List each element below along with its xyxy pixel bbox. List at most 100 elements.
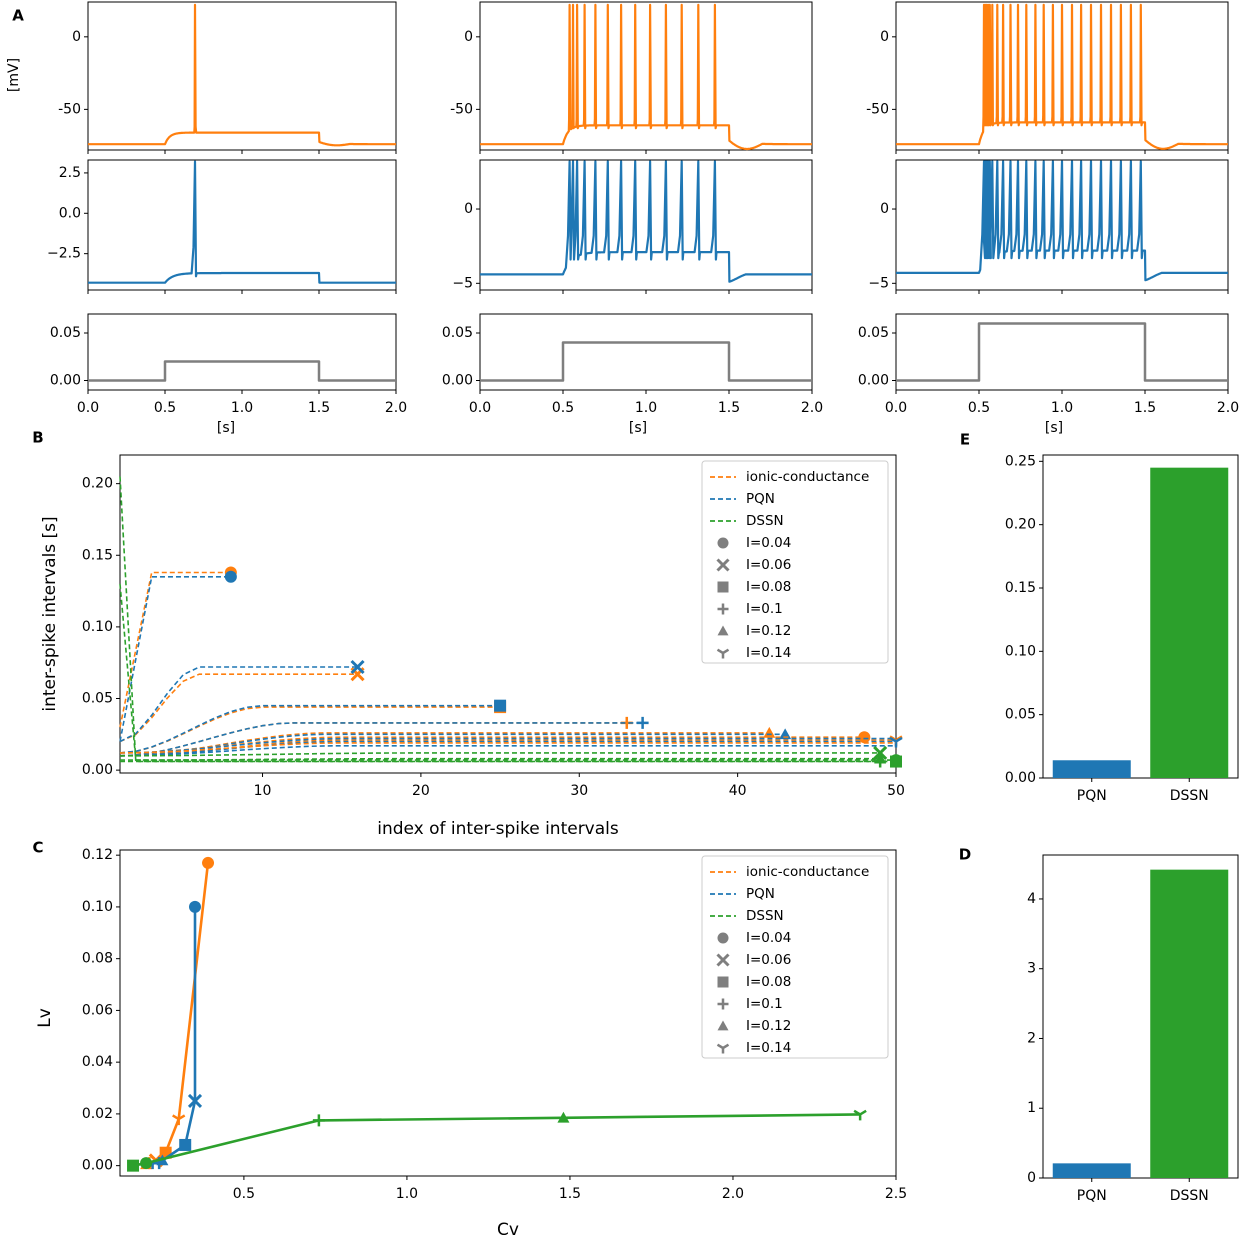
legend-label: I=0.08: [746, 579, 791, 595]
isi-end-marker: [350, 659, 365, 675]
stim-y-tick-label: 0.05: [50, 325, 81, 341]
bar-category-label: DSSN: [1170, 788, 1209, 804]
legend-marker: [717, 625, 729, 636]
lv-cv-point: [853, 1109, 867, 1121]
voltage-axes-frame: [87, 1, 397, 151]
stim-x-tick-label: 1.0: [1051, 400, 1073, 416]
legend-marker: [717, 537, 729, 549]
bar-y-tick-label: 0.20: [1005, 517, 1036, 533]
isi-series-line: [119, 704, 501, 754]
panel-label-a: A: [12, 7, 24, 25]
isi-series-line: [120, 757, 881, 761]
legend-marker: [716, 1043, 730, 1054]
stim-x-axis-label: [s]: [217, 420, 235, 436]
bar-category-label: PQN: [1077, 1188, 1107, 1204]
stim-x-tick-label: 0.5: [968, 400, 990, 416]
isi-x-tick-label: 20: [412, 783, 430, 799]
legend-marker: [716, 558, 730, 572]
axes-layer: [84, 1, 1239, 1182]
bar-axes-frame: [1042, 854, 1239, 1179]
legend-label: I=0.04: [746, 930, 791, 946]
stim-x-tick-label: 0.5: [154, 400, 176, 416]
stim-y-tick-label: 0.00: [442, 373, 473, 389]
lv-cv-point: [172, 1114, 186, 1126]
lv-y-tick-label: 0.08: [82, 951, 113, 967]
stim-y-tick-label: 0.00: [858, 373, 889, 389]
legend-label: PQN: [746, 491, 775, 507]
cv-x-tick-label: 1.5: [559, 1186, 581, 1202]
pqn-y-tick-label: −5: [868, 275, 889, 291]
stim-x-axis-label: [s]: [629, 420, 647, 436]
voltage-trace: [479, 3, 813, 151]
panel-label-d: D: [959, 846, 971, 864]
pqn-y-tick-label: −5: [452, 275, 473, 291]
legend-label: DSSN: [746, 908, 784, 924]
panel-label-b: B: [32, 429, 43, 447]
isi-end-marker: [890, 754, 902, 767]
pqn-trace: [87, 160, 397, 284]
stim-x-tick-label: 1.5: [1134, 400, 1156, 416]
lv-cv-axes-frame: [119, 849, 897, 1177]
legend-label: I=0.06: [746, 952, 791, 968]
voltage-y-tick-label: 0: [880, 29, 889, 45]
lv-cv-point: [140, 1157, 153, 1170]
isi-series-line: [119, 722, 643, 757]
isi-x-tick-label: 40: [729, 783, 747, 799]
stim-trace: [896, 322, 1228, 382]
lv-y-tick-label: 0.10: [82, 899, 113, 915]
legend-box: [701, 460, 889, 664]
bar-y-tick-label: 0.00: [1005, 770, 1036, 786]
isi-axes-frame: [119, 454, 897, 774]
pqn-y-tick-label: 2.5: [59, 165, 81, 181]
isi-series-line: [119, 733, 786, 757]
stim-y-tick-label: 0.05: [858, 325, 889, 341]
cv-x-tick-label: 2.5: [885, 1186, 907, 1202]
bar-y-tick-label: 0.15: [1005, 580, 1036, 596]
stim-x-tick-label: 0.0: [885, 400, 907, 416]
bar-y-tick-label: 3: [1027, 961, 1036, 977]
legend-marker: [717, 581, 729, 593]
stim-y-tick-label: 0.05: [442, 325, 473, 341]
stim-trace: [480, 341, 812, 382]
legend-label: I=0.06: [746, 557, 791, 573]
isi-series-line: [119, 571, 231, 728]
stim-x-tick-label: 2.0: [1217, 400, 1239, 416]
lv-cv-point: [202, 856, 215, 869]
stim-x-tick-label: 1.5: [718, 400, 740, 416]
isi-end-marker: [874, 755, 887, 768]
panel-label-c: C: [32, 839, 43, 857]
legend-marker: [716, 953, 730, 967]
stim-x-tick-label: 0.5: [552, 400, 574, 416]
stim-axes-frame: [479, 313, 813, 391]
legend-label: DSSN: [746, 513, 784, 529]
bar-y-tick-label: 1: [1027, 1100, 1036, 1116]
legend-label: PQN: [746, 886, 775, 902]
lv-cv-point: [312, 1114, 325, 1127]
isi-end-marker: [224, 570, 237, 583]
voltage-y-tick-label: 0: [464, 29, 473, 45]
bar-y-tick-label: 2: [1027, 1030, 1036, 1046]
stim-trace: [88, 360, 396, 382]
bar-category-label: DSSN: [1170, 1188, 1209, 1204]
bar: [1052, 760, 1131, 778]
isi-x-tick-label: 30: [570, 783, 588, 799]
pqn-y-tick-label: 0: [880, 201, 889, 217]
stim-x-tick-label: 1.0: [635, 400, 657, 416]
stim-x-tick-label: 1.0: [231, 400, 253, 416]
isi-y-tick-label: 0.10: [82, 619, 113, 635]
lv-y-tick-label: 0.06: [82, 1002, 113, 1018]
legend-marker: [717, 998, 729, 1010]
isi-x-tick-label: 10: [254, 783, 272, 799]
legend-label: I=0.12: [746, 1018, 791, 1034]
isi-y-axis-label: inter-spike intervals [s]: [40, 516, 60, 711]
isi-x-tick-label: 50: [887, 783, 905, 799]
stim-x-tick-label: 2.0: [801, 400, 823, 416]
bar: [1150, 467, 1229, 778]
voltage-y-tick-label: -50: [866, 101, 889, 117]
isi-series-line: [119, 576, 231, 742]
data-layer: [87, 3, 1229, 1178]
legend-marker: [717, 976, 729, 988]
bar-y-tick-label: 4: [1027, 891, 1036, 907]
voltage-y-tick-label: -50: [450, 101, 473, 117]
